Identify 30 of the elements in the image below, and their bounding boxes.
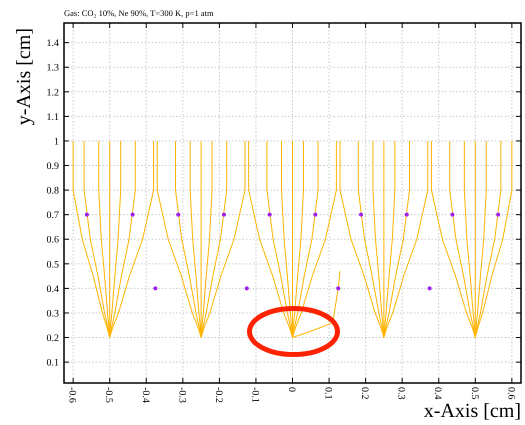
x-tick-label: 0.1 <box>322 387 334 400</box>
y-tick-label: 0.9 <box>46 161 59 172</box>
chart-title: Gas: CO₂ 10%, Ne 90%, T=300 K, p=1 atm <box>64 8 214 18</box>
x-tick-label: -0.1 <box>249 387 260 403</box>
y-tick-label: 1.4 <box>46 38 59 50</box>
x-tick-label: 0.5 <box>468 387 480 400</box>
y-tick-label: 0.5 <box>46 259 59 270</box>
y-tick-label: 0.8 <box>46 186 59 197</box>
y-tick-label: 0.3 <box>46 308 59 320</box>
y-tick-label: 0.7 <box>46 210 59 222</box>
x-tick-label: 0.6 <box>505 387 516 400</box>
y-axis-title: y-Axis [cm] <box>13 28 35 126</box>
y-tick-label: 1.1 <box>46 112 59 123</box>
y-tick-label: 0.1 <box>46 358 59 369</box>
x-tick-label: 0.4 <box>432 387 444 400</box>
x-tick-label: -0.6 <box>66 387 78 403</box>
x-tick-label: -0.4 <box>140 387 151 403</box>
x-tick-label: 0.3 <box>396 387 407 400</box>
x-tick-label: -0.2 <box>212 387 224 403</box>
y-tick-label: 1.2 <box>46 87 59 98</box>
y-tick-label: 1.3 <box>46 62 59 74</box>
y-tick-label: 0.4 <box>46 284 59 295</box>
x-axis-title: x-Axis [cm] <box>424 400 521 422</box>
y-tick-label: 0.6 <box>46 234 59 246</box>
x-tick-label: 0 <box>286 387 297 392</box>
x-tick-label: 0.2 <box>359 387 370 400</box>
x-tick-label: -0.5 <box>103 387 114 403</box>
x-tick-label: -0.3 <box>176 387 188 403</box>
y-tick-label: 0.2 <box>46 333 59 344</box>
y-tick-label: 1 <box>54 136 59 148</box>
